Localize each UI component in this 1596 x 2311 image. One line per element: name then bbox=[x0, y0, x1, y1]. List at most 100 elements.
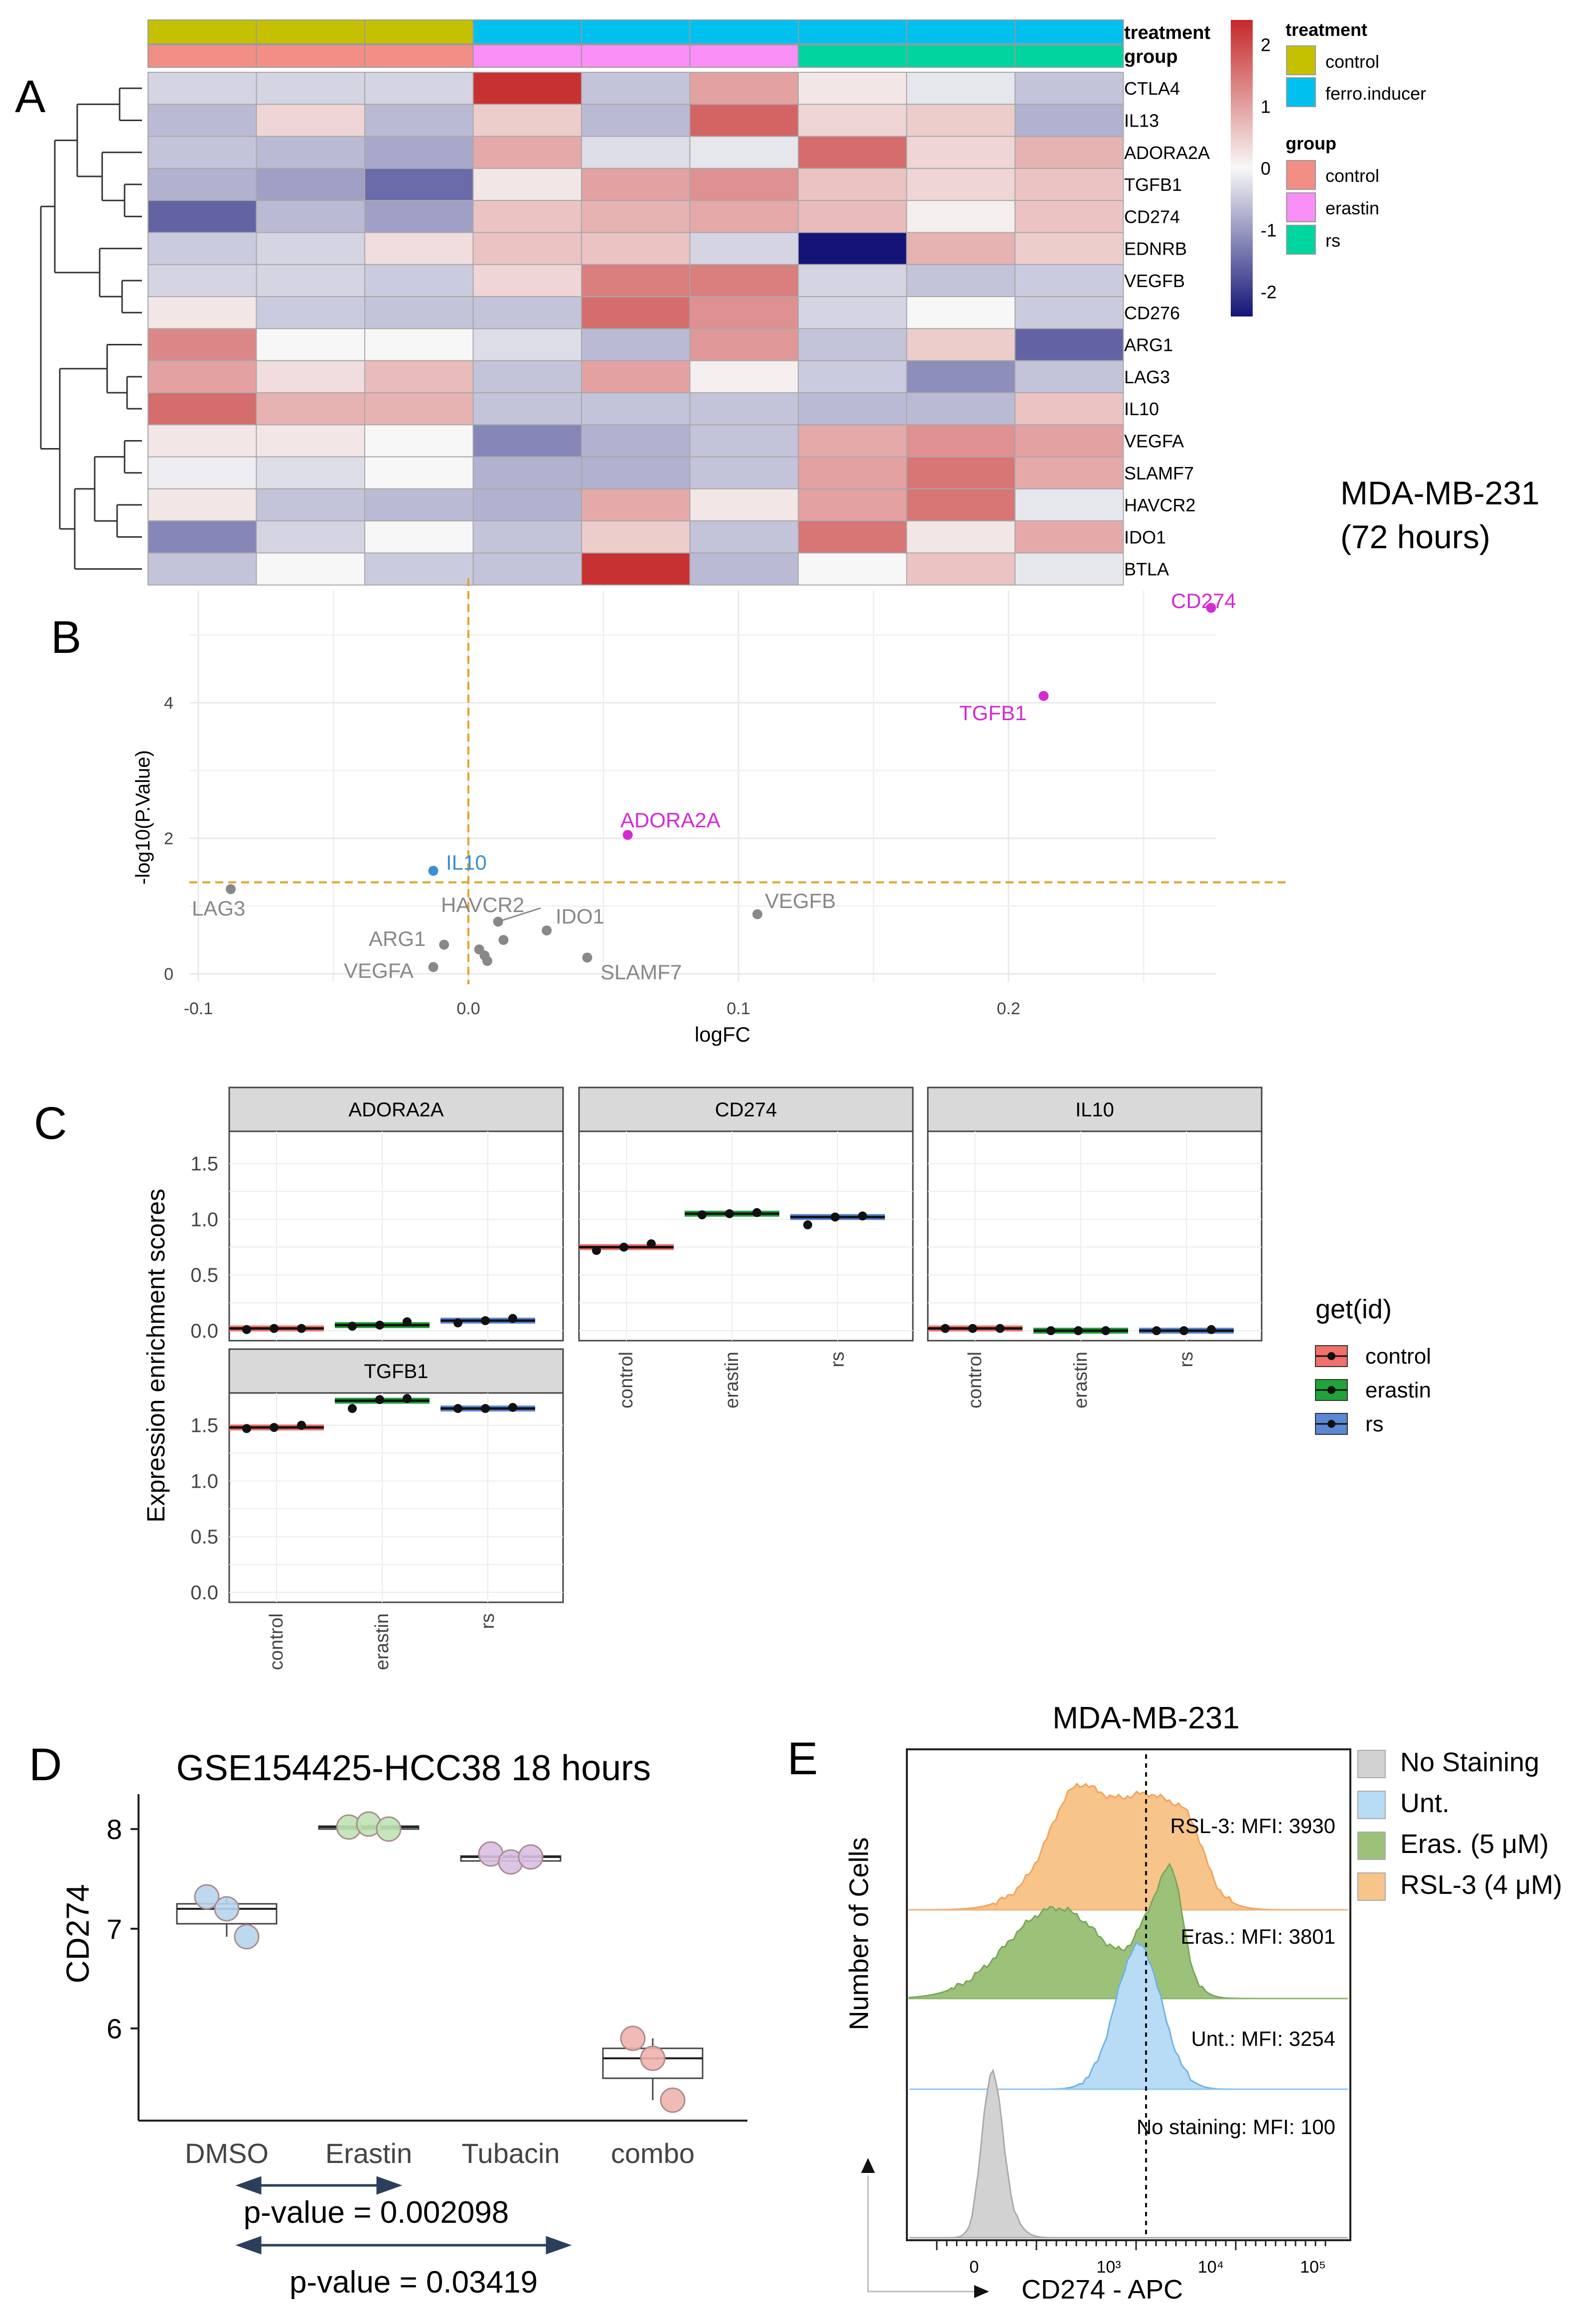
volcano-point-label: IL10 bbox=[446, 851, 487, 874]
gene-labels: CTLA4 IL13 ADORA2A TGFB1 CD274 EDNRB VEGFB CD27… bbox=[1124, 78, 1210, 580]
heatmap-cell bbox=[364, 200, 474, 233]
heatmap-cell bbox=[689, 167, 799, 201]
heatmap-cell bbox=[364, 456, 474, 489]
facet-point bbox=[619, 1242, 628, 1252]
facet-x-tick: rs bbox=[827, 1352, 848, 1368]
heatmap-cell bbox=[1015, 264, 1124, 298]
group-cell bbox=[1015, 44, 1124, 68]
facet-point bbox=[592, 1246, 601, 1255]
facet-point bbox=[508, 1402, 517, 1412]
heatmap-cell bbox=[472, 488, 582, 522]
facet-point bbox=[348, 1322, 357, 1331]
volcano-point bbox=[542, 925, 552, 935]
heatmap-cell bbox=[581, 552, 691, 586]
heatmap-cell bbox=[472, 72, 582, 105]
heatmap: CTLA4 IL13 ADORA2A TGFB1 CD274 EDNRB VEGFB CD27… bbox=[40, 19, 1540, 586]
heatmap-cell bbox=[689, 104, 799, 137]
facet-point bbox=[375, 1395, 384, 1404]
heatmap-cell bbox=[364, 104, 474, 137]
facet-y-tick: 1.0 bbox=[190, 1470, 218, 1492]
scale-tick-label: -1 bbox=[1261, 220, 1277, 240]
heatmap-cell bbox=[581, 360, 691, 394]
treatment-cell bbox=[1015, 19, 1124, 44]
facet-point bbox=[481, 1404, 490, 1413]
gene-label: EDNRB bbox=[1124, 239, 1187, 259]
heatmap-cell bbox=[581, 264, 691, 298]
treatment-legend-label: control bbox=[1325, 51, 1379, 72]
panel-letter-a: A bbox=[15, 71, 46, 122]
time-label: (72 hours) bbox=[1340, 518, 1490, 555]
heatmap-cell bbox=[147, 136, 257, 169]
heatmap-cell bbox=[1015, 167, 1124, 201]
heatmap-cell bbox=[798, 392, 907, 426]
facet-strip bbox=[578, 1086, 914, 1132]
heatmap-cell bbox=[147, 296, 257, 329]
heatmap-cell bbox=[798, 488, 907, 522]
pvalue-arrows bbox=[235, 2176, 572, 2255]
facet-legend-point bbox=[1327, 1420, 1335, 1428]
heatmap-cell bbox=[906, 136, 1016, 169]
volcano-ticks: -0.1 0.0 0.1 0.2 0 2 4 bbox=[164, 694, 1020, 1018]
volcano-point bbox=[582, 952, 592, 963]
color-scale-ticks: 2 1 0 -1 -2 bbox=[1253, 35, 1277, 302]
flow-histogram-traces bbox=[908, 1782, 1348, 2239]
heatmap-cell bbox=[472, 264, 582, 298]
gene-label: VEGFB bbox=[1124, 271, 1185, 291]
d-y-tick-label: 6 bbox=[107, 2013, 122, 2044]
y-tick-label: 2 bbox=[164, 829, 173, 848]
heatmap-cell bbox=[689, 424, 799, 458]
facet-point bbox=[968, 1324, 977, 1333]
volcano-point bbox=[428, 866, 438, 876]
facet-strip bbox=[228, 1086, 564, 1132]
facet-point bbox=[403, 1317, 412, 1327]
facet-x-tick: rs bbox=[477, 1613, 498, 1629]
heatmap-cell bbox=[147, 200, 257, 233]
heatmap-cell bbox=[798, 104, 907, 137]
heatmap-cell bbox=[906, 264, 1016, 298]
facet-x-tick: erastin bbox=[722, 1352, 742, 1408]
flow-x-tick-label: 10³ bbox=[1096, 2258, 1121, 2277]
group-legend-swatch bbox=[1286, 192, 1316, 222]
d-point bbox=[194, 1884, 220, 1910]
heatmap-cell bbox=[256, 424, 365, 458]
scale-tick-label: 1 bbox=[1261, 97, 1271, 117]
heatmap-cell bbox=[906, 167, 1016, 201]
heatmap-cell bbox=[147, 392, 257, 426]
flow-legend-swatch bbox=[1357, 1791, 1386, 1819]
heatmap-cell bbox=[581, 520, 691, 554]
heatmap-cell bbox=[689, 232, 799, 265]
facet-point bbox=[270, 1324, 279, 1333]
heatmap-cell bbox=[147, 424, 257, 458]
volcano-point-label: LAG3 bbox=[192, 897, 245, 920]
heatmap-cell bbox=[1015, 424, 1124, 458]
gene-label: TGFB1 bbox=[1124, 174, 1182, 195]
row-dendrogram bbox=[40, 87, 142, 570]
group-legend-title: group bbox=[1286, 133, 1336, 154]
heatmap-cell bbox=[256, 392, 365, 426]
heatmap-cell bbox=[364, 552, 474, 586]
heatmap-cell bbox=[1015, 520, 1124, 554]
facet-y-tick: 0.0 bbox=[190, 1582, 218, 1604]
heatmap-cell bbox=[364, 136, 474, 169]
heatmap-cell bbox=[798, 232, 907, 265]
facet-x-tick: control bbox=[616, 1352, 637, 1408]
heatmap-cell bbox=[472, 520, 582, 554]
volcano-point-label: CD274 bbox=[1171, 589, 1236, 613]
gene-label: BTLA bbox=[1124, 559, 1169, 580]
heatmap-cell bbox=[581, 392, 691, 426]
facet-point bbox=[481, 1316, 490, 1325]
flow-x-tick-label: 0 bbox=[970, 2258, 979, 2277]
flow-mfi-label: Unt.: MFI: 3254 bbox=[1191, 2027, 1335, 2050]
flow-legend-swatch bbox=[1357, 1750, 1386, 1778]
facet-point bbox=[725, 1209, 734, 1219]
facet-point bbox=[270, 1423, 279, 1432]
heatmap-cell bbox=[798, 552, 907, 586]
panel-letter-c: C bbox=[34, 1098, 67, 1149]
x-tick-label: -0.1 bbox=[184, 999, 213, 1018]
facet-point bbox=[831, 1213, 840, 1222]
heatmap-cell bbox=[364, 264, 474, 298]
facet-y-tick: 0.0 bbox=[190, 1320, 218, 1342]
gene-label: CD274 bbox=[1124, 206, 1180, 227]
group-cell bbox=[906, 44, 1016, 68]
gene-label: VEGFA bbox=[1124, 431, 1184, 451]
